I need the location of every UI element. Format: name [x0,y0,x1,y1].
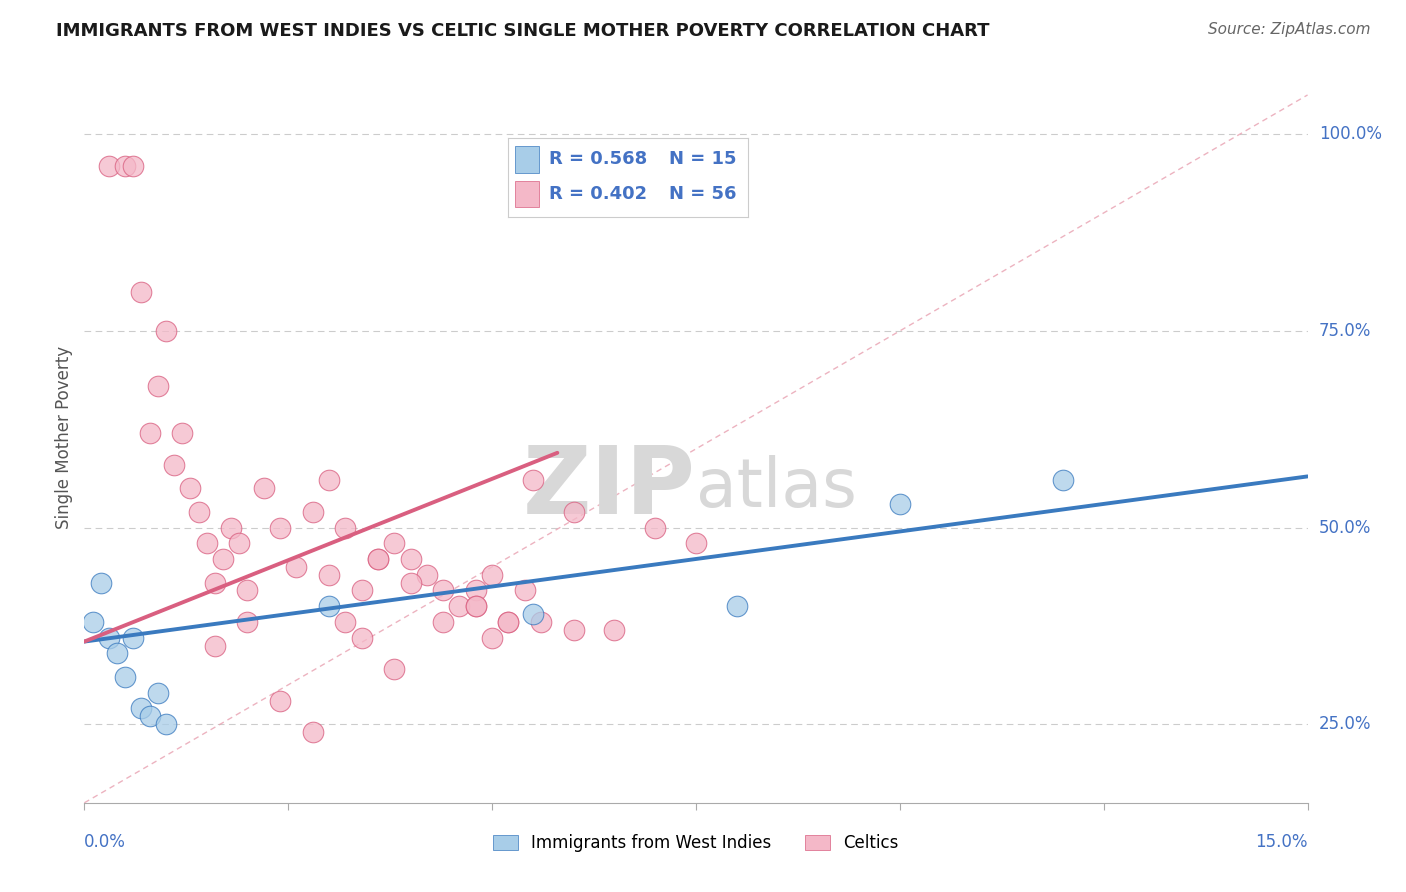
Point [114,159,136,173]
Point [399,552,422,566]
Point [253,481,276,495]
Point [481,567,503,582]
Point [464,599,486,614]
Point [131,701,153,715]
Point [350,583,373,598]
Point [269,520,291,534]
Point [399,575,422,590]
Point [285,559,308,574]
Point [432,583,454,598]
Point [464,583,486,598]
Point [301,505,323,519]
Point [562,505,585,519]
Point [105,646,128,660]
Point [269,693,291,707]
Text: 15.0%: 15.0% [1256,833,1308,851]
Point [318,567,340,582]
Point [146,379,169,393]
Bar [515,180,540,208]
Point [432,615,454,629]
Point [122,631,145,645]
Y-axis label: Single Mother Poverty: Single Mother Poverty [55,345,73,529]
Point [725,599,748,614]
Bar [515,146,540,173]
Point [90,575,112,590]
Point [685,536,707,550]
Point [318,473,340,487]
Point [416,567,439,582]
Text: ZIP: ZIP [523,442,696,534]
Text: 75.0%: 75.0% [1319,322,1371,340]
Point [335,615,357,629]
Point [179,481,201,495]
Point [97,159,120,173]
Point [114,670,136,684]
Text: 0.0%: 0.0% [84,833,127,851]
Point [603,623,626,637]
Point [131,285,153,299]
Point [146,686,169,700]
Legend: Immigrants from West Indies, Celtics: Immigrants from West Indies, Celtics [485,826,907,860]
Point [335,520,357,534]
Text: N = 15: N = 15 [669,150,737,169]
Point [367,552,389,566]
Point [219,520,242,534]
Point [382,536,405,550]
Text: 100.0%: 100.0% [1319,125,1382,144]
Text: N = 56: N = 56 [669,185,737,203]
Point [522,607,544,621]
Point [530,615,553,629]
Point [82,615,104,629]
Point [1052,473,1074,487]
Point [187,505,209,519]
Point [481,631,503,645]
Point [301,725,323,739]
Point [236,615,259,629]
Point [382,662,405,676]
Text: R = 0.568: R = 0.568 [548,150,647,169]
Point [889,497,911,511]
Point [172,426,194,441]
Point [138,426,160,441]
Point [163,458,186,472]
Point [97,631,120,645]
Point [212,552,235,566]
Point [498,615,520,629]
Point [228,536,250,550]
Point [449,599,471,614]
Point [464,599,486,614]
Point [350,631,373,645]
Point [138,709,160,723]
Point [562,623,585,637]
Point [522,473,544,487]
Point [236,583,259,598]
Point [195,536,218,550]
Point [318,599,340,614]
Text: Source: ZipAtlas.com: Source: ZipAtlas.com [1208,22,1371,37]
Point [367,552,389,566]
Text: 50.0%: 50.0% [1319,518,1371,536]
Point [513,583,536,598]
Text: atlas: atlas [696,455,856,521]
Text: R = 0.402: R = 0.402 [548,185,647,203]
Text: IMMIGRANTS FROM WEST INDIES VS CELTIC SINGLE MOTHER POVERTY CORRELATION CHART: IMMIGRANTS FROM WEST INDIES VS CELTIC SI… [56,22,990,40]
Point [498,615,520,629]
Point [155,324,177,338]
Point [204,575,226,590]
Point [122,159,145,173]
Point [155,717,177,731]
Point [644,520,666,534]
Text: 25.0%: 25.0% [1319,715,1371,733]
Point [204,639,226,653]
